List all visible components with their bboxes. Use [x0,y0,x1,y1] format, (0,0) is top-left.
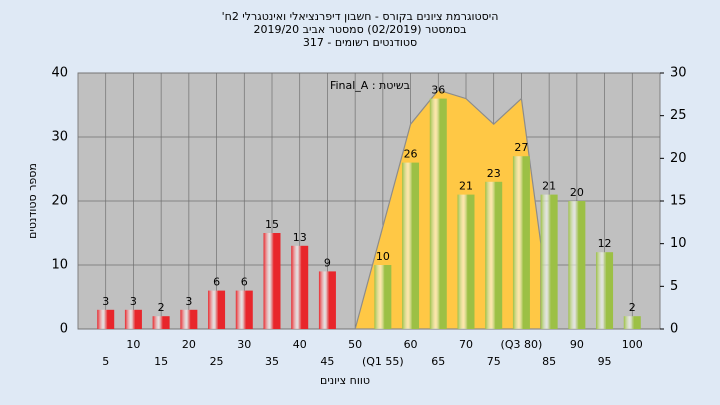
data-label: 36 [431,84,445,97]
data-label: 6 [213,276,220,289]
data-label: 3 [102,295,109,308]
x-tick-label: 95 [598,355,612,368]
bar [152,316,170,329]
title-line: היסטוגרמת ציונים בקורס - חשבון דיפרנציאל… [222,10,499,23]
data-label: 2 [158,301,165,314]
data-label: 23 [487,167,501,180]
y-axis-label: מספר סטודנטים [26,163,39,239]
y2-tick-label: 0 [670,322,678,337]
data-label: 20 [570,186,584,199]
y2-tick-label: 20 [670,151,687,166]
bar [318,271,336,329]
bar [180,309,198,329]
data-label: 2 [629,301,636,314]
bar [124,309,142,329]
x-tick-label: 20 [182,338,196,351]
bar [263,233,281,329]
x-tick-label: 10 [126,338,140,351]
y2-tick-label: 15 [670,194,687,209]
data-label: 26 [404,148,418,161]
bar [568,201,586,329]
data-label: 21 [459,180,473,193]
x-tick-label: 35 [265,355,279,368]
data-label: 21 [542,180,556,193]
x-tick-label: (Q3 80) [501,338,543,351]
x-tick-label: 25 [210,355,224,368]
x-tick-label: 50 [348,338,362,351]
y2-tick-label: 5 [670,279,678,294]
data-label: 15 [265,218,279,231]
x-tick-label: 60 [404,338,418,351]
bar [457,194,475,329]
bar [291,245,309,329]
annotation: בשיטת : Final_A [330,79,410,92]
y2-tick-label: 25 [670,108,687,123]
data-label: 3 [185,295,192,308]
data-label: 3 [130,295,137,308]
x-tick-label: 40 [293,338,307,351]
y-tick-label: 10 [51,258,68,273]
bar [208,290,226,329]
bar [97,309,115,329]
bar [485,181,503,329]
y2-tick-label: 10 [670,236,687,251]
x-tick-label: 85 [542,355,556,368]
x-axis-label: טווח ציונים [320,374,370,387]
bar [374,265,392,329]
data-label: 12 [598,237,612,250]
y-tick-label: 30 [51,130,68,145]
data-label: 9 [324,256,331,269]
x-tick-label: 100 [622,338,643,351]
data-label: 6 [241,276,248,289]
bar [235,290,253,329]
bar [402,162,420,329]
data-label: 10 [376,250,390,263]
y-tick-label: 40 [51,66,68,81]
x-tick-label: (Q1 55) [362,355,404,368]
bar [429,98,447,329]
x-tick-label: 30 [237,338,251,351]
x-tick-label: 5 [102,355,109,368]
y-tick-label: 20 [51,194,68,209]
x-tick-label: 15 [154,355,168,368]
data-label: 27 [514,141,528,154]
x-tick-label: 75 [487,355,501,368]
x-tick-label: 65 [431,355,445,368]
bar [512,156,530,329]
bar [623,316,641,329]
x-tick-label: 70 [459,338,473,351]
title-line: סטודנטים רשומים - 317 [303,36,417,49]
y2-tick-label: 30 [670,66,687,81]
y-tick-label: 0 [60,322,68,337]
data-label: 13 [293,231,307,244]
bar [540,194,558,329]
x-tick-label: 90 [570,338,584,351]
bar [596,252,614,329]
title-line: בסמסטר (02/2019) סמסטר אביב 2019/20 [253,23,466,36]
x-tick-label: 45 [320,355,334,368]
